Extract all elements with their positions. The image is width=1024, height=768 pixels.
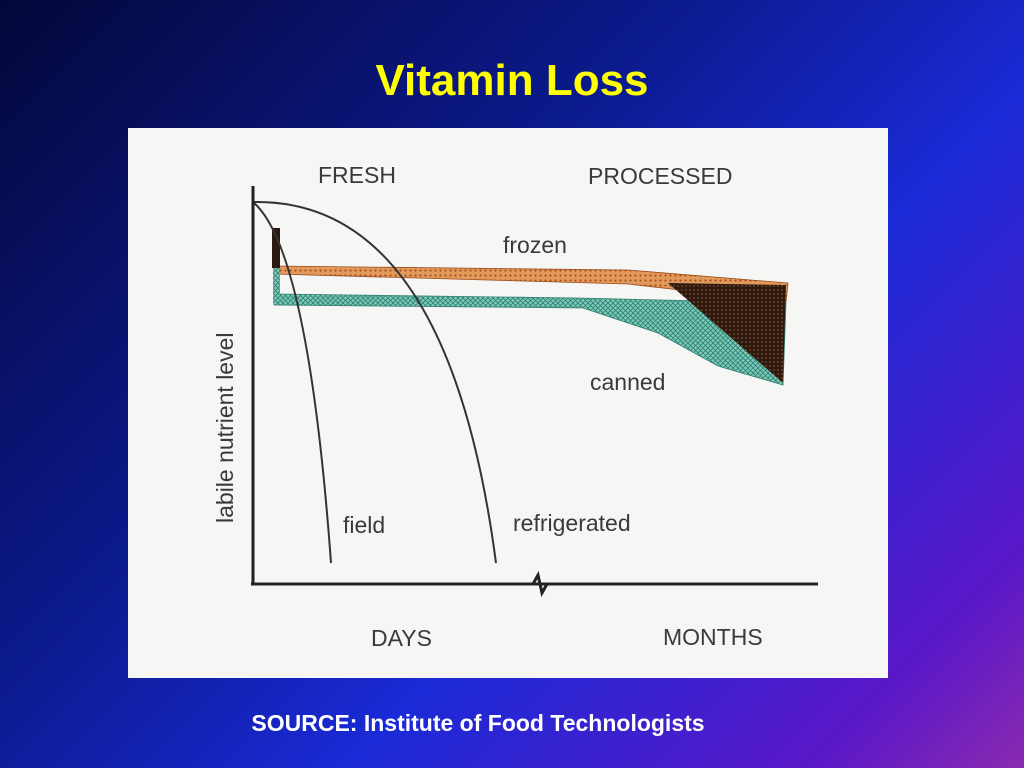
- source-caption: SOURCE: Institute of Food Technologists: [251, 710, 705, 736]
- x-label-days: DAYS: [371, 625, 432, 651]
- series-label-frozen: frozen: [503, 232, 567, 258]
- canned-initial-bar: [273, 268, 280, 303]
- overlap-region: [668, 283, 786, 383]
- vitamin-loss-chart: FRESH PROCESSED frozen canned field refr…: [212, 162, 818, 651]
- canned-band: [273, 293, 787, 386]
- series-label-canned: canned: [590, 369, 665, 395]
- chart-panel: FRESH PROCESSED frozen canned field refr…: [128, 128, 888, 678]
- y-axis-label: labile nutrient level: [212, 332, 238, 523]
- field-curve: [252, 201, 332, 564]
- axis-break-icon: [525, 570, 553, 598]
- refrigerated-curve: [252, 200, 497, 564]
- series-label-field: field: [343, 512, 385, 538]
- initial-drop-bar: [272, 228, 280, 268]
- x-label-months: MONTHS: [663, 624, 763, 650]
- region-label-fresh: FRESH: [318, 162, 396, 188]
- region-label-processed: PROCESSED: [588, 163, 732, 189]
- series-label-refrigerated: refrigerated: [513, 510, 631, 536]
- slide-title: Vitamin Loss: [375, 56, 649, 105]
